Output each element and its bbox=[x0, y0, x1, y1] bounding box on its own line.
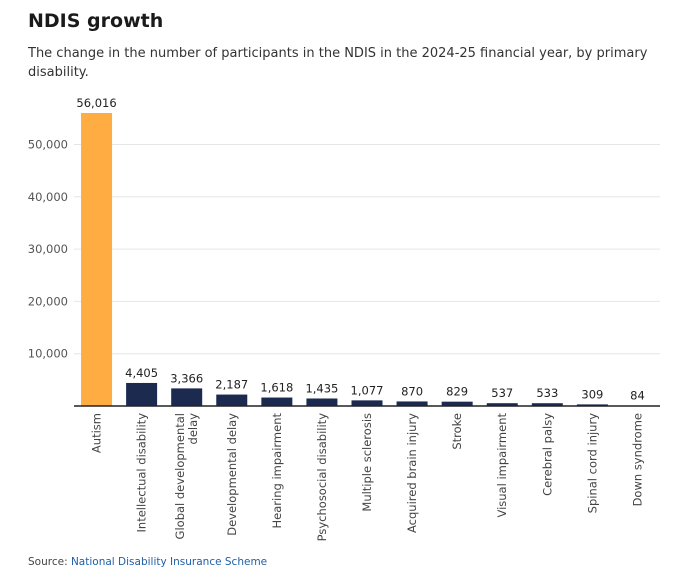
x-category-label-line: Hearing impairment bbox=[270, 413, 284, 529]
bar bbox=[81, 113, 113, 406]
bar-value-label: 829 bbox=[446, 385, 468, 399]
bar-value-label: 1,077 bbox=[351, 383, 384, 397]
bar bbox=[216, 394, 248, 406]
bar bbox=[576, 404, 608, 406]
bar bbox=[261, 397, 293, 406]
source-link[interactable]: National Disability Insurance Scheme bbox=[70, 556, 268, 568]
y-tick-label: 40,000 bbox=[28, 190, 68, 204]
x-category-label-line: delay bbox=[186, 413, 200, 445]
bar-value-label: 84 bbox=[630, 389, 645, 403]
x-category-label-line: Multiple sclerosis bbox=[360, 413, 374, 512]
x-category-label-line: Stroke bbox=[450, 413, 464, 450]
x-category-label-line: Intellectual disability bbox=[135, 413, 149, 533]
x-category-label: Psychosocial disability bbox=[315, 413, 329, 542]
y-tick-label: 10,000 bbox=[28, 347, 68, 361]
bar-value-label: 537 bbox=[491, 386, 513, 400]
bar-value-label: 870 bbox=[401, 384, 423, 398]
bar-value-label: 3,366 bbox=[170, 371, 203, 385]
bar-value-label: 309 bbox=[581, 387, 603, 401]
x-category-label: Down syndrome bbox=[630, 413, 644, 506]
bar-value-label: 56,016 bbox=[76, 96, 116, 110]
x-category-label-line: Autism bbox=[90, 413, 104, 453]
x-category-label: Cerebral palsy bbox=[540, 413, 554, 496]
bar bbox=[306, 398, 338, 406]
x-category-label-line: Cerebral palsy bbox=[540, 413, 554, 496]
x-category-label-line: Spinal cord injury bbox=[585, 413, 599, 514]
bar-value-label: 2,187 bbox=[215, 378, 248, 392]
x-category-label: Global developmentaldelay bbox=[173, 413, 200, 540]
x-category-label-line: Psychosocial disability bbox=[315, 413, 329, 542]
x-category-label: Spinal cord injury bbox=[585, 413, 599, 514]
y-tick-label: 30,000 bbox=[28, 242, 68, 256]
bar-chart: 10,000 20,000 30,000 40,000 50,000 56,016 Auti… bbox=[28, 96, 660, 542]
x-category-label-line: Global developmental bbox=[173, 413, 187, 539]
bar bbox=[531, 403, 563, 406]
bar bbox=[396, 401, 428, 406]
chart-title: NDIS growth bbox=[28, 10, 164, 32]
x-category-label: Multiple sclerosis bbox=[360, 413, 374, 512]
chart-subtitle: The change in the number of participants… bbox=[28, 46, 648, 80]
x-category-label: Hearing impairment bbox=[270, 413, 284, 529]
x-category-label: Intellectual disability bbox=[135, 413, 149, 533]
y-tick-label: 20,000 bbox=[28, 294, 68, 308]
x-category-label: Acquired brain injury bbox=[405, 413, 419, 533]
y-tick-label: 50,000 bbox=[28, 137, 68, 151]
bar-value-label: 1,435 bbox=[305, 381, 338, 395]
bar bbox=[486, 403, 518, 406]
bar bbox=[351, 400, 383, 406]
x-category-label-line: Down syndrome bbox=[630, 413, 644, 506]
x-category-label: Developmental delay bbox=[225, 413, 239, 536]
x-category-label-line: Visual impairment bbox=[495, 413, 509, 518]
x-category-label: Visual impairment bbox=[495, 413, 509, 518]
source-prefix: Source: bbox=[28, 556, 71, 568]
x-category-label-line: Acquired brain injury bbox=[405, 413, 419, 533]
bar bbox=[126, 382, 158, 406]
source-note: Source: National Disability Insurance Sc… bbox=[28, 556, 267, 568]
bar-value-label: 4,405 bbox=[125, 366, 158, 380]
bar-value-label: 533 bbox=[536, 386, 558, 400]
x-category-label: Stroke bbox=[450, 413, 464, 450]
bar bbox=[441, 401, 473, 406]
bar bbox=[171, 388, 203, 406]
x-category-label: Autism bbox=[90, 413, 104, 453]
bar-value-label: 1,618 bbox=[260, 381, 293, 395]
x-category-label-line: Developmental delay bbox=[225, 413, 239, 536]
